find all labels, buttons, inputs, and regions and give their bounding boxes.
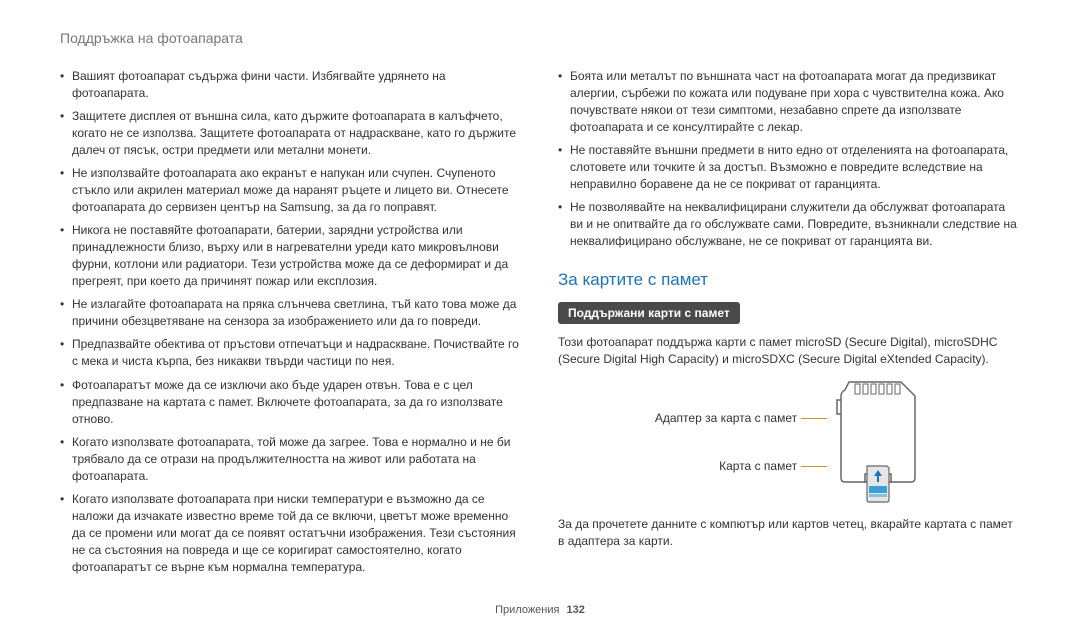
list-item: Предпазвайте обектива от пръстови отпеча… — [60, 336, 522, 370]
page-header: Поддръжка на фотоапарата — [60, 30, 1020, 46]
list-item: Не използвайте фотоапарата ако екранът е… — [60, 165, 522, 216]
list-item: Когато използвате фотоапарата, той може … — [60, 434, 522, 485]
footer-section-name: Приложения — [495, 604, 559, 616]
list-item: Не излагайте фотоапарата на пряка слънче… — [60, 296, 522, 330]
sd-figure: Адаптер за карта с памет Карта с памет — [558, 378, 1020, 506]
page-footer: Приложения 132 — [0, 604, 1080, 616]
adapter-label: Адаптер за карта с памет — [655, 411, 797, 425]
list-item: Боята или металът по външната част на фо… — [558, 68, 1020, 136]
card-label: Карта с памет — [719, 459, 797, 473]
sd-card-illustration — [833, 378, 923, 506]
left-column: Вашият фотоапарат съдържа фини части. Из… — [60, 68, 522, 582]
left-bullet-list: Вашият фотоапарат съдържа фини части. Из… — [60, 68, 522, 576]
leader-line — [801, 466, 827, 467]
paragraph: За да прочетете данните с компютър или к… — [558, 516, 1020, 550]
document-page: Поддръжка на фотоапарата Вашият фотоапар… — [0, 0, 1080, 630]
list-item: Когато използвате фотоапарата при ниски … — [60, 491, 522, 576]
figure-label-row: Адаптер за карта с памет — [655, 411, 827, 425]
right-column: Боята или металът по външната част на фо… — [558, 68, 1020, 582]
sd-card-icon — [833, 378, 923, 506]
header-title: Поддръжка на фотоапарата — [60, 30, 243, 46]
paragraph: Този фотоапарат поддържа карти с памет m… — [558, 334, 1020, 368]
list-item: Никога не поставяйте фотоапарати, батери… — [60, 222, 522, 290]
two-column-layout: Вашият фотоапарат съдържа фини части. Из… — [60, 68, 1020, 582]
leader-line — [801, 418, 827, 419]
sub-heading-badge: Поддържани карти с памет — [558, 302, 740, 324]
list-item: Не поставяйте външни предмети в нито едн… — [558, 142, 1020, 193]
figure-labels: Адаптер за карта с памет Карта с памет — [655, 411, 827, 473]
list-item: Не позволявайте на неквалифицирани служи… — [558, 199, 1020, 250]
right-bullet-list: Боята или металът по външната част на фо… — [558, 68, 1020, 250]
page-number: 132 — [567, 604, 585, 616]
list-item: Вашият фотоапарат съдържа фини части. Из… — [60, 68, 522, 102]
list-item: Фотоапаратът може да се изключи ако бъде… — [60, 377, 522, 428]
list-item: Защитете дисплея от външна сила, като дъ… — [60, 108, 522, 159]
section-heading: За картите с памет — [558, 270, 1020, 290]
figure-label-row: Карта с памет — [719, 459, 827, 473]
